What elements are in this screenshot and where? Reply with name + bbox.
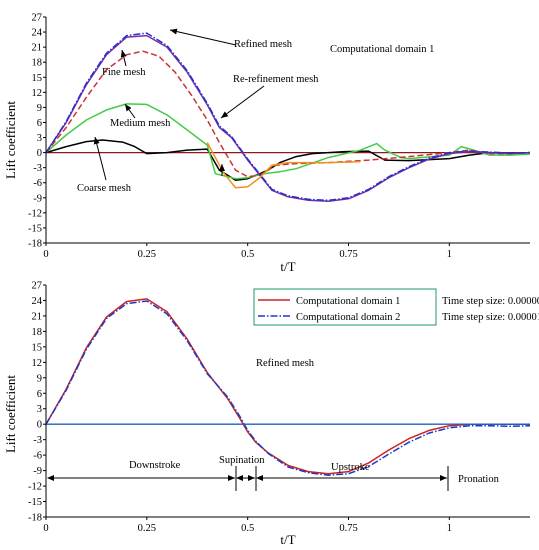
bottom-ytick-label: 9: [37, 373, 42, 384]
top-ytick-label: 21: [32, 43, 43, 54]
bottom-ytick-label: -15: [28, 497, 42, 508]
legend-note-domain1: Time step size: 0.000001: [442, 296, 539, 307]
annotation-fine-mesh: Fine mesh: [102, 67, 146, 78]
top-ytick-label: -12: [28, 208, 42, 219]
top-ytick-label: 0: [37, 148, 42, 159]
legend-label-domain1: Computational domain 1: [296, 296, 400, 307]
top-annotation-coarse: Coarse mesh: [77, 136, 132, 194]
bottom-xtick-label: 0.75: [339, 523, 357, 534]
top-chart-panel: -18 -15 -12 -9 -6 -3 0 3 6 9 12 15 18 21 24 27 0 0.25 0.5 0…: [3, 13, 531, 274]
top-ytick-label: -18: [28, 239, 42, 250]
top-annotation-domain: Computational domain 1: [330, 44, 434, 55]
bottom-ytick-label: 15: [32, 342, 43, 353]
top-ytick-label: -9: [33, 193, 42, 204]
bottom-ytick-label: 21: [32, 311, 43, 322]
bottom-xtick-label: 1: [447, 523, 452, 534]
top-annotation-rerefinement: Re-refinement mesh: [220, 74, 319, 119]
phase-label-supination: Supination: [219, 455, 265, 466]
top-ytick-label: 3: [37, 133, 42, 144]
arrow-refined-mesh: [169, 28, 237, 46]
top-xtick-label: 0.5: [241, 249, 254, 260]
bottom-ytick-label: 27: [32, 281, 43, 292]
bottom-ytick-label: -12: [28, 482, 42, 493]
top-xlabel: t/T: [280, 259, 295, 274]
top-axes: -18 -15 -12 -9 -6 -3 0 3 6 9 12 15 18 21 24 27 0 0.25 0.5 0…: [28, 13, 530, 260]
arrow-rerefinement-mesh: [220, 85, 265, 119]
bottom-ytick-label: 24: [32, 296, 43, 307]
bottom-ytick-label: -6: [33, 451, 42, 462]
bottom-series-layer: [45, 298, 531, 476]
bottom-xtick-label: 0.25: [138, 523, 156, 534]
bottom-ytick-label: 3: [37, 404, 42, 415]
bottom-chart-panel: -18 -15 -12 -9 -6 -3 0 3 6 9 12 15 18 21 24 27 0 0.25 0.5 0…: [3, 281, 539, 548]
legend-box: [253, 288, 437, 326]
bottom-ytick-label: 0: [37, 420, 42, 431]
top-ytick-label: 6: [37, 118, 42, 129]
top-series-re-refinement-mesh: [45, 32, 531, 202]
annotation-rerefinement-mesh: Re-refinement mesh: [233, 74, 319, 85]
bottom-ytick-label: -18: [28, 513, 42, 524]
top-series-orange: [206, 142, 361, 189]
top-ytick-label: -6: [33, 178, 42, 189]
top-ylabel: Lift coefficient: [3, 101, 18, 179]
top-series-fine-mesh: [45, 50, 531, 178]
legend-label-domain2: Computational domain 2: [296, 312, 400, 323]
bottom-ytick-label: -9: [33, 466, 42, 477]
top-annotation-medium: Medium mesh: [110, 103, 171, 129]
top-series-medium-mesh: [45, 103, 531, 180]
bottom-series-computational-domain-2: [45, 300, 531, 476]
bottom-ytick-label: 12: [32, 358, 43, 369]
top-plot-area: -18 -15 -12 -9 -6 -3 0 3 6 9 12 15 18 21 24 27 0 0.25 0.5 0…: [28, 13, 531, 260]
arrow-coarse-mesh: [93, 136, 107, 181]
phase-label-upstroke: Upstroke: [331, 462, 370, 473]
top-xtick-label: 0.75: [339, 249, 357, 260]
top-series-refined-mesh: [45, 34, 531, 203]
annotation-refined-mesh: Refined mesh: [234, 39, 293, 50]
top-ytick-label: -15: [28, 223, 42, 234]
phase-markers: Downstroke Supination Upstroke Pronation: [47, 455, 500, 491]
top-ytick-label: -3: [33, 163, 42, 174]
top-xtick-label: 1: [447, 249, 452, 260]
top-series-layer: [45, 32, 531, 203]
phase-label-pronation: Pronation: [458, 474, 500, 485]
top-ytick-label: 12: [32, 88, 43, 99]
bottom-ytick-label: 6: [37, 389, 42, 400]
arrow-medium-mesh: [124, 103, 136, 119]
bottom-axes: -18 -15 -12 -9 -6 -3 0 3 6 9 12 15 18 21 24 27 0 0.25 0.5 0…: [28, 281, 530, 534]
top-ytick-label: 9: [37, 103, 42, 114]
top-annotation-refined: Refined mesh: [169, 28, 293, 50]
top-ytick-label: 15: [32, 73, 43, 84]
arrow-fine-mesh: [120, 49, 127, 67]
bottom-ytick-label: 18: [32, 327, 43, 338]
bottom-plot-area: -18 -15 -12 -9 -6 -3 0 3 6 9 12 15 18 21 24 27 0 0.25 0.5 0…: [28, 281, 531, 534]
bottom-xtick-label: 0: [43, 523, 48, 534]
top-xtick-label: 0.25: [138, 249, 156, 260]
top-xtick-label: 0: [43, 249, 48, 260]
phase-label-downstroke: Downstroke: [129, 460, 181, 471]
top-ytick-label: 27: [32, 13, 43, 24]
bottom-annotation-refined: Refined mesh: [256, 358, 315, 369]
bottom-ylabel: Lift coefficient: [3, 375, 18, 453]
top-ytick-label: 24: [32, 28, 43, 39]
top-annotation-fine: Fine mesh: [102, 49, 146, 78]
annotation-medium-mesh: Medium mesh: [110, 118, 171, 129]
bottom-ytick-label: -3: [33, 435, 42, 446]
legend: Computational domain 1 Computational dom…: [253, 288, 539, 326]
top-series-coarse-mesh: [45, 139, 531, 181]
bottom-xlabel: t/T: [280, 532, 295, 547]
bottom-xtick-label: 0.5: [241, 523, 254, 534]
legend-note-domain2: Time step size: 0.00001: [442, 312, 539, 323]
annotation-coarse-mesh: Coarse mesh: [77, 183, 132, 194]
top-ytick-label: 18: [32, 58, 43, 69]
